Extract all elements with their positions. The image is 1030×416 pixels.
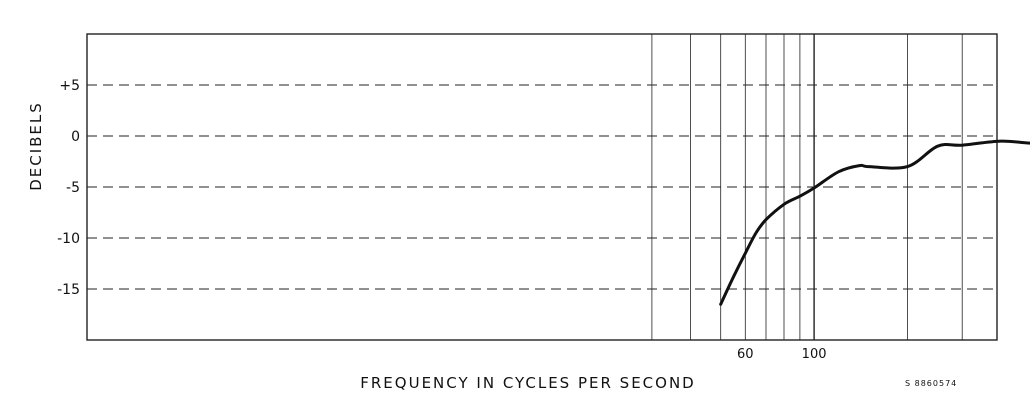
x-axis-ticks: 601001,00010,000 [737, 347, 827, 362]
response-curve [719, 139, 1030, 306]
plot-frame [86, 33, 998, 341]
y-tick-label: -5 [66, 180, 80, 196]
grid [87, 34, 997, 340]
y-axis-label: DECIBELS [27, 101, 45, 191]
y-tick-label: -10 [57, 231, 80, 247]
y-axis-ticks: +5 0 -5 -10 -15 [57, 78, 80, 298]
x-tick-label: 60 [737, 347, 754, 362]
y-tick-label: +5 [59, 78, 80, 94]
catalog-number: S 8860574 [905, 379, 957, 388]
y-tick-label: 0 [71, 129, 80, 145]
x-axis-label: FREQUENCY IN CYCLES PER SECOND [360, 374, 695, 392]
x-tick-label: 100 [802, 347, 827, 362]
y-tick-label: -15 [57, 282, 80, 298]
